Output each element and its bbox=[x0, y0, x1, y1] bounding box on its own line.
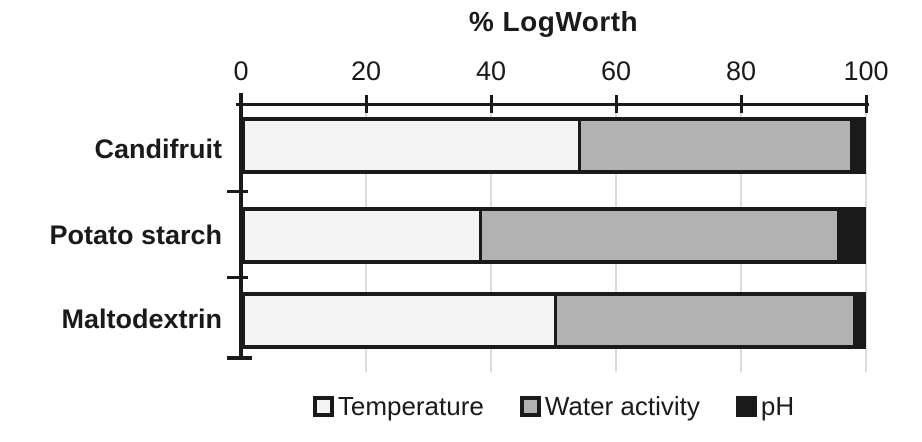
legend-label: Water activity bbox=[544, 391, 700, 421]
legend-swatch-water-activity bbox=[519, 396, 541, 417]
segment-ph bbox=[852, 296, 862, 345]
legend-label: pH bbox=[760, 391, 795, 421]
legend-swatch-temperature bbox=[312, 396, 334, 417]
x-axis-line bbox=[236, 103, 869, 106]
x-tick-label: 80 bbox=[725, 56, 757, 86]
chart-title: % LogWorth bbox=[468, 6, 639, 37]
x-tick-label: 40 bbox=[475, 56, 507, 86]
legend-swatch-ph bbox=[735, 396, 757, 417]
gridline bbox=[865, 104, 867, 372]
bar-potato-starch bbox=[241, 207, 866, 264]
x-tick-label: 0 bbox=[233, 56, 249, 86]
y-axis-tick bbox=[227, 276, 248, 279]
bar-candifruit bbox=[241, 117, 866, 174]
legend-item-temperature: Temperature bbox=[312, 391, 484, 422]
legend: Temperature Water activity pH bbox=[241, 391, 866, 422]
category-label-candifruit: Candifruit bbox=[94, 134, 223, 164]
x-tick-label: 100 bbox=[843, 56, 889, 86]
segment-ph bbox=[849, 121, 862, 170]
legend-label: Temperature bbox=[337, 391, 484, 421]
segment-water-activity bbox=[479, 211, 838, 260]
segment-temperature bbox=[245, 121, 579, 170]
segment-ph bbox=[837, 211, 862, 260]
legend-item-ph: pH bbox=[735, 391, 795, 422]
legend-item-water-activity: Water activity bbox=[519, 391, 700, 422]
segment-temperature bbox=[245, 296, 554, 345]
category-label-maltodextrin: Maltodextrin bbox=[61, 304, 222, 334]
bar-maltodextrin bbox=[241, 292, 866, 349]
y-axis-tick bbox=[227, 190, 248, 193]
x-tick-label: 60 bbox=[600, 56, 632, 86]
segment-temperature bbox=[245, 211, 480, 260]
x-tick-label: 20 bbox=[350, 56, 382, 86]
segment-water-activity bbox=[553, 296, 853, 345]
category-label-potato-starch: Potato starch bbox=[49, 220, 222, 250]
segment-water-activity bbox=[578, 121, 850, 170]
y-axis-tick bbox=[227, 356, 252, 360]
